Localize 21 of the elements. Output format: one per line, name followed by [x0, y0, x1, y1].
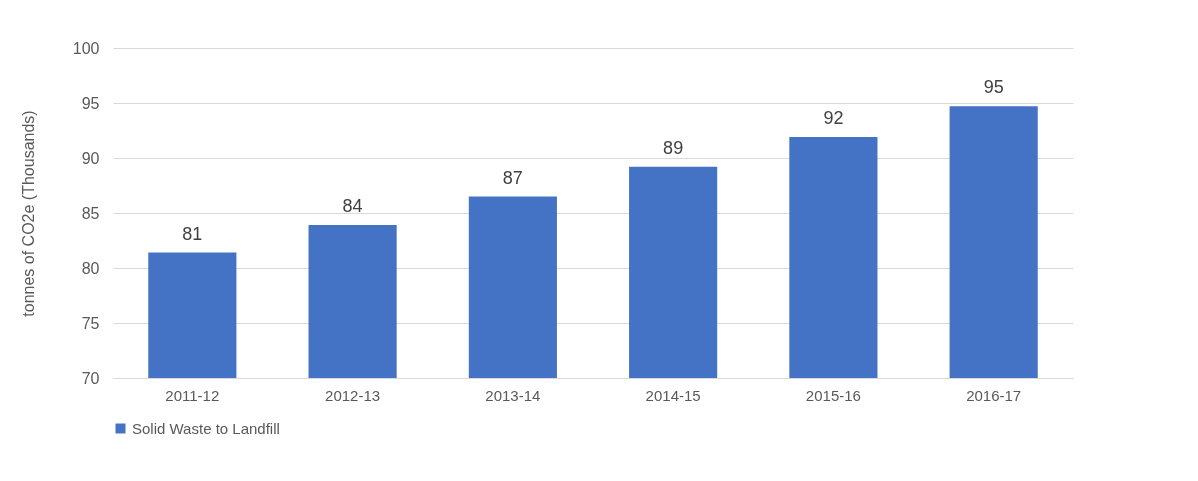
y-tick-label: 95 — [81, 94, 100, 112]
y-tick-label: 90 — [81, 149, 100, 167]
legend-label: Solid Waste to Landfill — [132, 419, 280, 437]
y-tick-label: 75 — [81, 314, 100, 332]
data-label: 89 — [663, 137, 684, 158]
y-tick-label: 100 — [72, 39, 100, 57]
y-tick-label: 85 — [81, 204, 100, 222]
x-tick-label: 2015-16 — [805, 386, 861, 404]
data-label: 95 — [983, 77, 1004, 98]
x-tick-label: 2011-12 — [165, 386, 220, 404]
y-tick-label: 70 — [81, 369, 100, 387]
x-tick-label: 2016-17 — [966, 386, 1022, 404]
data-label: 81 — [182, 223, 203, 244]
x-tick-label: 2013-14 — [485, 386, 541, 404]
y-tick-label: 80 — [81, 259, 100, 277]
data-label: 87 — [502, 167, 523, 188]
data-label: 92 — [823, 108, 844, 129]
y-axis-title: tonnes of CO2e (Thousands) — [19, 110, 37, 317]
x-tick-label: 2014-15 — [645, 386, 701, 404]
data-label: 84 — [342, 196, 363, 217]
x-tick-label: 2012-13 — [325, 386, 381, 404]
